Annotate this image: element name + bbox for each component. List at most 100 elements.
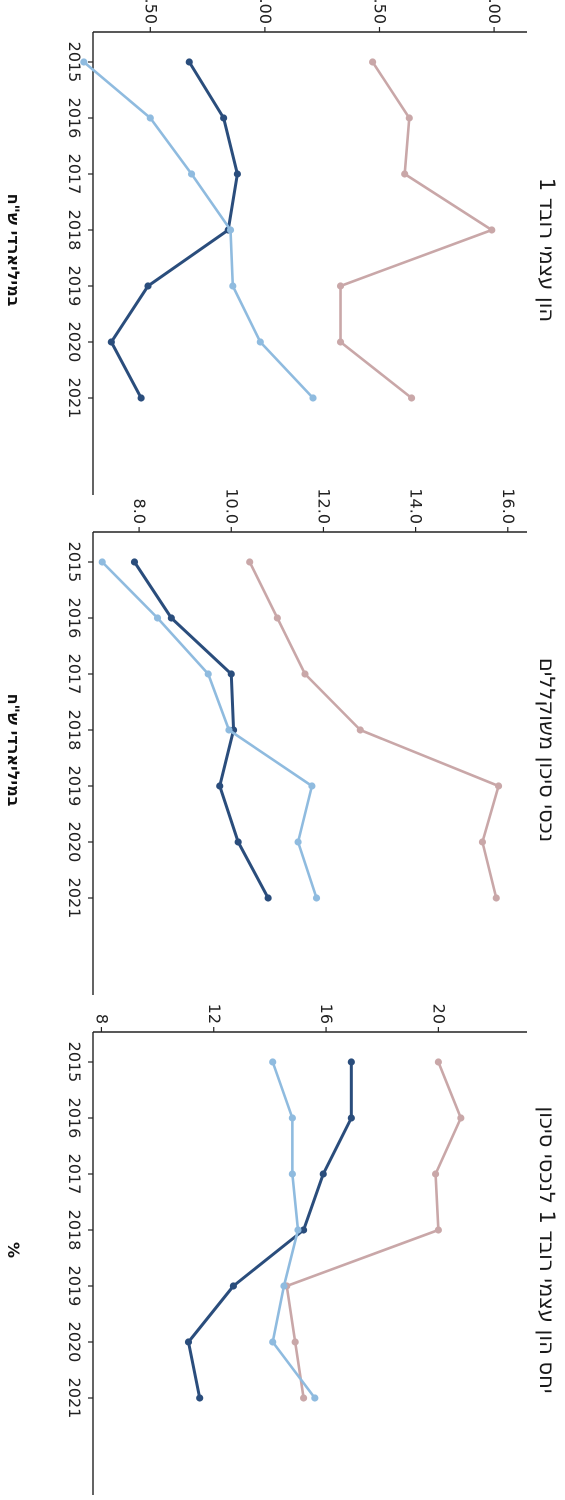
- x-tick-label: 2015: [65, 542, 84, 583]
- data-point: [246, 558, 254, 566]
- y-tick-label: 16.0: [499, 488, 518, 524]
- data-point: [269, 1338, 277, 1346]
- series-line: [101, 561, 318, 899]
- data-point: [308, 782, 316, 790]
- series-line: [285, 1061, 463, 1399]
- data-point: [319, 1170, 327, 1178]
- data-point: [299, 1394, 308, 1402]
- data-point: [225, 726, 233, 734]
- data-point: [488, 226, 496, 234]
- data-point: [294, 838, 302, 846]
- data-point: [269, 1058, 277, 1066]
- x-tick-label: 2019: [65, 1266, 84, 1307]
- data-point: [184, 1338, 193, 1346]
- x-tick-label: 2019: [65, 766, 84, 807]
- data-point: [336, 282, 345, 290]
- x-tick-label: 2018: [65, 1210, 84, 1251]
- y-tick-label: 12: [205, 1004, 224, 1024]
- data-point: [301, 670, 309, 678]
- x-tick-label: 2020: [65, 822, 84, 863]
- data-point: [233, 170, 241, 178]
- line-chart: 1.50 2.00 2.50 3.00 2015 2016 2017 2018 2019 2020…: [65, 0, 527, 495]
- data-point: [229, 1282, 237, 1290]
- data-point: [457, 1114, 465, 1122]
- y-tick-label: 8: [92, 1014, 111, 1024]
- x-tick-label: 2017: [65, 654, 84, 695]
- y-tick-label: 2.00: [256, 0, 275, 24]
- data-point: [299, 1226, 308, 1234]
- data-point: [144, 282, 152, 290]
- x-tick-label: 2015: [65, 1042, 84, 1083]
- data-point: [405, 114, 413, 122]
- y-axis-unit-label: במיליארדי ש"ח: [4, 193, 23, 307]
- data-point: [347, 1114, 355, 1122]
- data-point: [264, 894, 272, 902]
- x-tick-label: 2021: [65, 878, 84, 919]
- y-axis-unit-label: במיליארדי ש"ח: [4, 693, 23, 807]
- data-point: [146, 114, 154, 122]
- data-point: [107, 338, 115, 346]
- data-point: [280, 1282, 288, 1290]
- series-line: [186, 1062, 353, 1399]
- data-point: [229, 282, 237, 290]
- data-point: [185, 58, 193, 66]
- data-point: [494, 782, 503, 790]
- series-line: [271, 1061, 316, 1399]
- data-point: [234, 838, 242, 846]
- series-line: [109, 61, 239, 399]
- data-point: [309, 394, 317, 402]
- series-line: [339, 61, 494, 400]
- x-tick-label: 2016: [65, 98, 84, 139]
- x-tick-label: 2017: [65, 154, 84, 195]
- chart-panel-tier1-capital: הון עצמי רובד 1 1.50 2.00 2.50 3.00 2015 2016…: [0, 0, 565, 500]
- data-point: [311, 1394, 319, 1402]
- y-tick-label: 20: [429, 1004, 448, 1024]
- series-line: [248, 561, 500, 899]
- data-point: [256, 338, 264, 346]
- x-tick-label: 2019: [65, 266, 84, 307]
- data-point: [401, 170, 409, 178]
- series-line: [82, 61, 314, 399]
- data-point: [227, 670, 235, 678]
- x-tick-label: 2020: [65, 322, 84, 363]
- x-tick-label: 2017: [65, 1154, 84, 1195]
- data-point: [369, 58, 377, 66]
- data-point: [273, 614, 281, 622]
- data-point: [187, 170, 196, 178]
- data-point: [167, 614, 175, 622]
- y-tick-label: 12.0: [314, 488, 333, 524]
- data-point: [220, 114, 228, 122]
- x-tick-label: 2018: [65, 210, 84, 251]
- data-point: [288, 1114, 296, 1122]
- y-tick-label: 2.50: [370, 0, 389, 24]
- data-point: [356, 726, 364, 734]
- data-point: [431, 1170, 440, 1178]
- x-tick-label: 2015: [65, 42, 84, 83]
- data-point: [130, 558, 139, 566]
- series-line: [133, 561, 270, 899]
- line-chart: 8 12 16 20 2015 2016 2017 2018 2019 2020 2021: [65, 1004, 527, 1495]
- data-point: [216, 782, 224, 790]
- data-point: [291, 1338, 299, 1346]
- data-point: [492, 894, 500, 902]
- data-point: [98, 558, 106, 566]
- data-point: [196, 1394, 204, 1402]
- y-tick-label: 1.50: [141, 0, 160, 24]
- data-point: [294, 1226, 302, 1234]
- y-tick-label: 10.0: [222, 488, 241, 524]
- data-point: [434, 1226, 442, 1234]
- data-point: [137, 394, 145, 402]
- chart-panel-risk-weighted-assets: נכסי סיכון משוקללים 8.0 10.0 12.0 14.0 16.0 2…: [0, 488, 565, 1000]
- data-point: [226, 226, 235, 234]
- data-point: [434, 1058, 442, 1066]
- y-tick-label: 3.00: [485, 0, 504, 24]
- x-tick-label: 2016: [65, 598, 84, 639]
- data-point: [478, 838, 487, 846]
- data-point: [336, 338, 345, 346]
- data-point: [80, 58, 88, 66]
- y-tick-label: 16: [317, 1004, 336, 1024]
- x-tick-label: 2020: [65, 1322, 84, 1363]
- line-chart: 8.0 10.0 12.0 14.0 16.0 2015 2016 2017 2018 2019 2…: [65, 488, 527, 995]
- data-point: [204, 670, 212, 678]
